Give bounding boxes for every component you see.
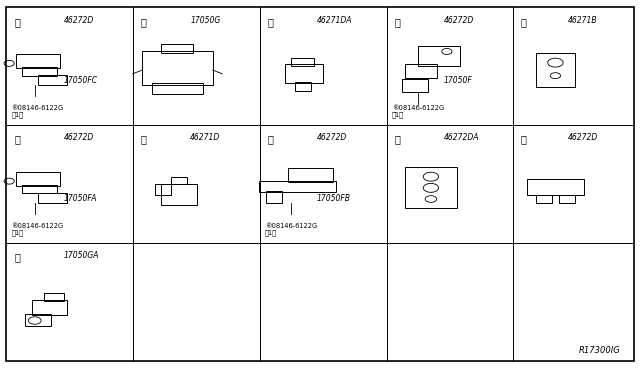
Bar: [288, 168, 333, 182]
Text: 46272D: 46272D: [444, 16, 474, 25]
Text: 46272D: 46272D: [63, 16, 93, 25]
Bar: [38, 193, 67, 203]
Text: 46272D: 46272D: [568, 134, 598, 142]
Text: 46272DA: 46272DA: [444, 134, 479, 142]
Bar: [22, 185, 57, 193]
Text: ⓘ: ⓘ: [394, 135, 400, 145]
Text: 46271DA: 46271DA: [317, 16, 353, 25]
Bar: [536, 53, 575, 87]
Text: ⓕ: ⓕ: [14, 135, 20, 145]
Bar: [142, 51, 212, 85]
Bar: [171, 177, 187, 184]
Bar: [22, 67, 57, 76]
Text: 17050FC: 17050FC: [63, 76, 97, 85]
Text: 17050FA: 17050FA: [63, 193, 97, 203]
Text: 46272D: 46272D: [317, 134, 347, 142]
Bar: [15, 54, 60, 68]
Bar: [259, 181, 336, 192]
Text: ⓑ: ⓑ: [141, 17, 147, 27]
Text: ⓐ: ⓐ: [14, 17, 20, 27]
Text: 46271D: 46271D: [190, 134, 220, 142]
Bar: [405, 167, 456, 208]
Bar: [15, 172, 60, 186]
Bar: [25, 314, 51, 326]
Bar: [161, 184, 196, 205]
Bar: [152, 83, 203, 94]
Bar: [161, 44, 193, 53]
Bar: [294, 82, 310, 90]
Bar: [266, 191, 282, 203]
Bar: [559, 195, 575, 203]
Bar: [536, 195, 552, 203]
Text: ®08146-6122G
（1）: ®08146-6122G （1）: [392, 105, 444, 118]
Text: ®08146-6122G
（1）: ®08146-6122G （1）: [12, 222, 63, 236]
Text: ®08146-6122G
（1）: ®08146-6122G （1）: [265, 222, 317, 236]
Text: 17050FB: 17050FB: [317, 193, 351, 203]
Text: ⓔ: ⓔ: [521, 17, 527, 27]
Text: 46271B: 46271B: [568, 16, 597, 25]
Text: 17050F: 17050F: [444, 76, 472, 85]
Bar: [155, 184, 171, 195]
Text: ⓒ: ⓒ: [268, 17, 273, 27]
Bar: [38, 75, 67, 85]
Text: ⓓ: ⓓ: [394, 17, 400, 27]
Bar: [402, 79, 428, 92]
Bar: [31, 300, 67, 315]
Text: R17300IG: R17300IG: [579, 346, 621, 355]
Text: 17050G: 17050G: [190, 16, 220, 25]
Bar: [285, 64, 323, 83]
Text: ⓗ: ⓗ: [268, 135, 273, 145]
Bar: [418, 46, 460, 66]
Bar: [527, 179, 584, 195]
Text: ⓚ: ⓚ: [14, 252, 20, 262]
Text: ®08146-6122G
（1）: ®08146-6122G （1）: [12, 105, 63, 118]
Bar: [44, 293, 63, 301]
Text: 17050GA: 17050GA: [63, 251, 99, 260]
Bar: [291, 58, 314, 65]
Text: ⓙ: ⓙ: [521, 135, 527, 145]
Bar: [405, 64, 437, 77]
Text: ⓖ: ⓖ: [141, 135, 147, 145]
Text: 46272D: 46272D: [63, 134, 93, 142]
